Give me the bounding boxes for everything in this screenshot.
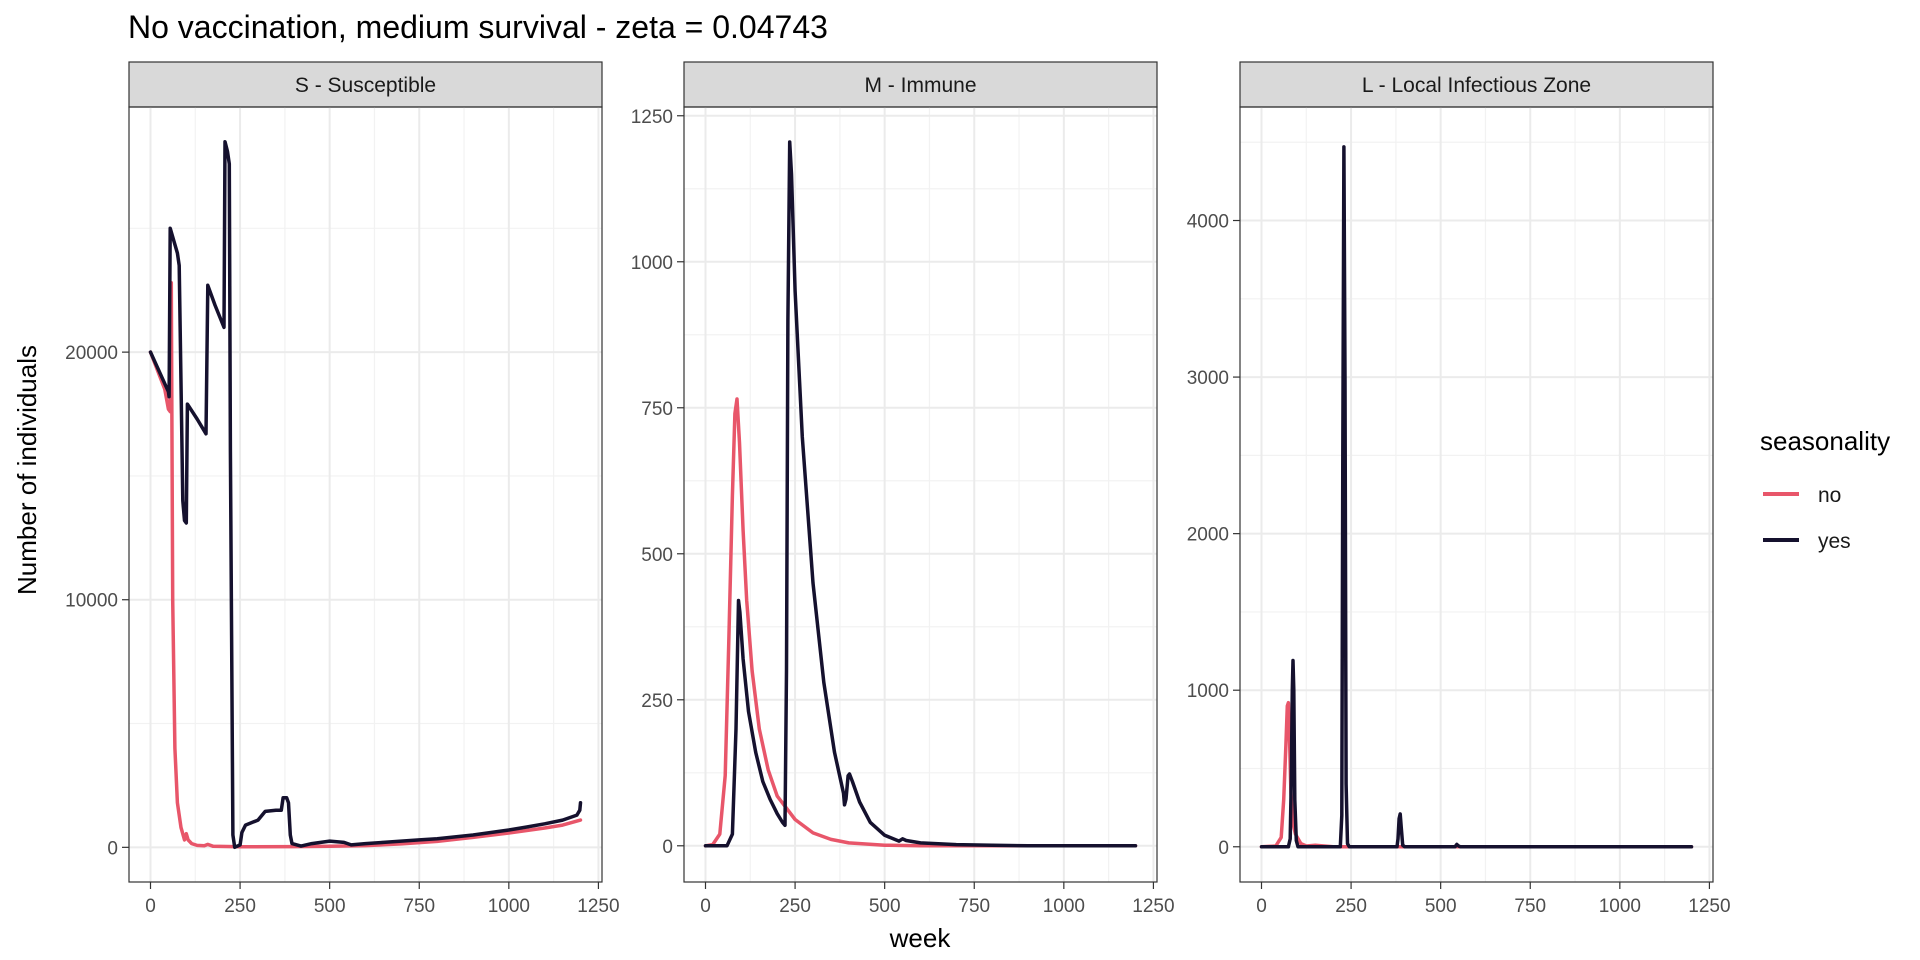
legend-title: seasonality xyxy=(1760,426,1890,456)
y-tick-label: 3000 xyxy=(1187,368,1229,389)
x-tick-label: 750 xyxy=(403,896,435,917)
x-tick-label: 1250 xyxy=(1688,896,1730,917)
facet-panel-1: S - Susceptible 0 250 500 750 1000 1250 0 10000 2… xyxy=(65,61,620,917)
facet-strip xyxy=(1239,61,1714,108)
facet-strip-label: S - Susceptible xyxy=(295,74,436,97)
y-tick-label: 20000 xyxy=(65,343,118,364)
x-tick-label: 500 xyxy=(314,896,346,917)
y-tick-label: 0 xyxy=(1218,838,1229,859)
series-line-yes xyxy=(1259,145,1694,849)
series-line-no xyxy=(148,281,583,849)
y-tick-label: 1000 xyxy=(1187,681,1229,702)
legend-label-no: no xyxy=(1818,484,1841,507)
y-tick-label: 1000 xyxy=(631,253,673,274)
y-tick-label: 1250 xyxy=(631,107,673,128)
x-tick-label: 0 xyxy=(700,896,711,917)
x-tick-label: 1250 xyxy=(1132,896,1174,917)
y-tick-label: 250 xyxy=(641,691,673,712)
x-tick-label: 500 xyxy=(1425,896,1457,917)
facet-strip-label: L - Local Infectious Zone xyxy=(1362,74,1591,97)
x-tick-label: 250 xyxy=(779,896,811,917)
panel-border xyxy=(683,106,1158,883)
panel-border xyxy=(128,106,603,883)
chart-title: No vaccination, medium survival - zeta =… xyxy=(128,9,828,45)
y-tick-label: 750 xyxy=(641,399,673,420)
x-tick-label: 500 xyxy=(869,896,901,917)
facet-strip-label: M - Immune xyxy=(864,74,976,97)
x-tick-label: 0 xyxy=(145,896,156,917)
x-axis-label: week xyxy=(889,923,952,953)
y-tick-label: 4000 xyxy=(1187,212,1229,233)
facet-strip xyxy=(128,61,603,108)
series-line-no xyxy=(1259,700,1694,849)
y-tick-label: 10000 xyxy=(65,591,118,612)
x-tick-label: 750 xyxy=(1514,896,1546,917)
y-tick-label: 500 xyxy=(641,545,673,566)
x-tick-label: 0 xyxy=(1256,896,1267,917)
facet-panel-2: M - Immune 0 250 500 750 1000 1250 0 250 500 750 10… xyxy=(631,61,1175,917)
x-tick-label: 1000 xyxy=(488,896,530,917)
facet-strip xyxy=(683,61,1158,108)
y-tick-label: 0 xyxy=(107,838,118,859)
x-tick-label: 250 xyxy=(1335,896,1367,917)
y-tick-label: 2000 xyxy=(1187,525,1229,546)
x-tick-label: 250 xyxy=(224,896,256,917)
x-tick-label: 1250 xyxy=(577,896,619,917)
x-tick-label: 1000 xyxy=(1599,896,1641,917)
y-tick-label: 0 xyxy=(662,837,673,858)
x-tick-label: 1000 xyxy=(1043,896,1085,917)
y-axis-label: Number of individuals xyxy=(12,345,42,595)
series-line-no xyxy=(703,397,1138,848)
facet-panel-3: L - Local Infectious Zone 0 250 500 750 1000 1… xyxy=(1187,61,1731,917)
series-line-yes xyxy=(703,140,1138,848)
panel-border xyxy=(1239,106,1714,883)
series-line-yes xyxy=(148,139,583,850)
x-tick-label: 750 xyxy=(958,896,990,917)
legend-label-yes: yes xyxy=(1818,530,1851,553)
legend: seasonality no yes xyxy=(1760,426,1890,553)
